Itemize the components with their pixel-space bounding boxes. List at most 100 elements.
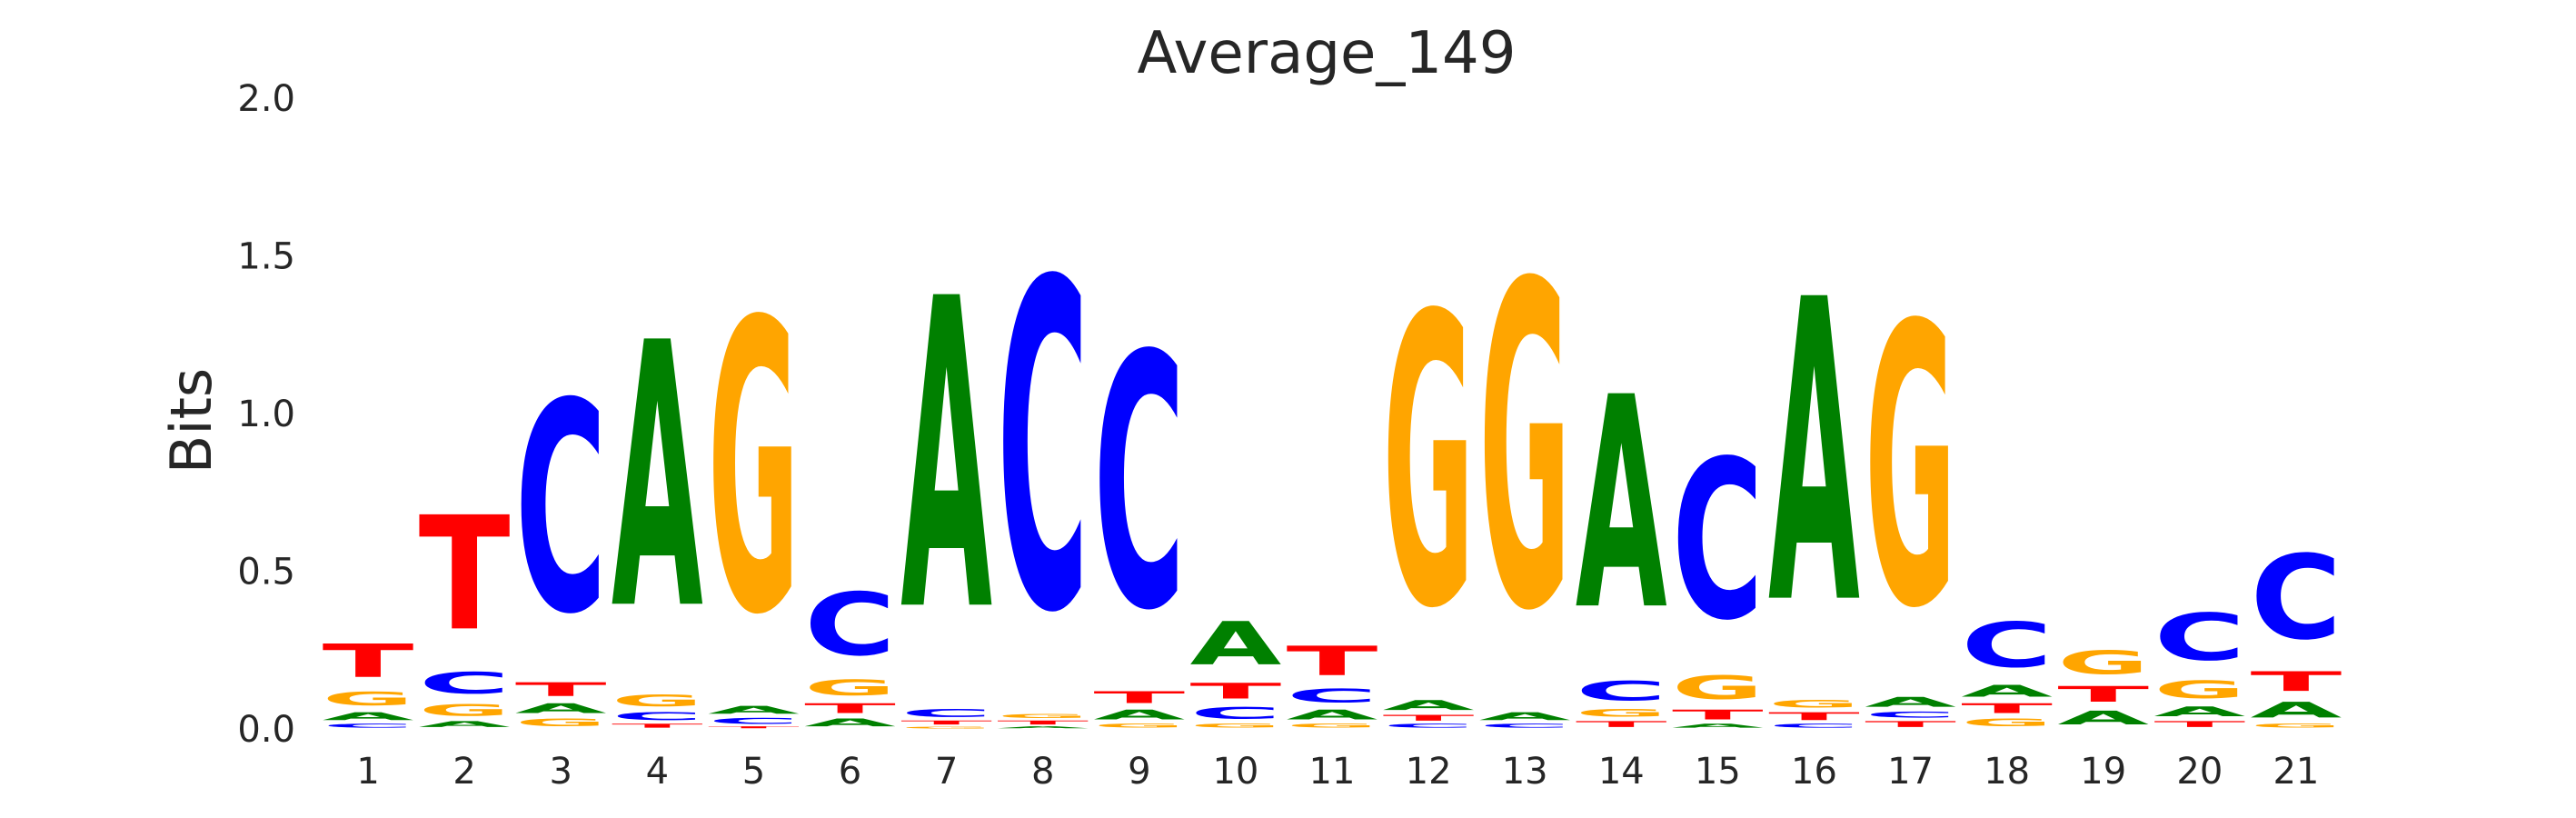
logo-letter-c: C <box>323 723 414 729</box>
logo-letter-t: T <box>1383 713 1475 723</box>
logo-letter-a: A <box>515 701 607 716</box>
logo-letter-g: G <box>2057 644 2149 682</box>
x-tick-label: 20 <box>2176 751 2223 793</box>
logo-letter-g: G <box>900 726 992 729</box>
logo-letter-t: T <box>900 720 992 726</box>
logo-column: CAG <box>1479 192 1571 729</box>
x-axis-ticks: 1 2 3 4 5 6 7 8 9 10 11 12 13 14 15 16 17 18 19 20 21 <box>356 751 2319 793</box>
logo-letter-a: A <box>2153 703 2245 719</box>
logo-letter-g: G <box>1961 716 2053 729</box>
logo-letter-t: T <box>1190 679 1282 704</box>
logo-letter-c: C <box>2153 600 2245 675</box>
y-tick-label: 1.0 <box>237 394 295 435</box>
logo-letter-a: A <box>1479 710 1571 723</box>
logo-letter-a: A <box>1576 335 1667 674</box>
logo-letter-a: A <box>1093 707 1185 723</box>
x-tick-label: 2 <box>453 751 475 793</box>
logo-letter-g: G <box>419 701 511 720</box>
logo-letter-g: G <box>515 716 607 729</box>
logo-letter-c: C <box>708 716 800 725</box>
logo-letter-a: A <box>1768 214 1861 697</box>
logo-letter-g: G <box>804 675 896 701</box>
logo-letter-g: G <box>1865 244 1956 693</box>
logo-letter-g: G <box>1576 707 1667 720</box>
logo-letter-t: T <box>419 483 511 665</box>
logo-letter-c: C <box>804 574 896 675</box>
logo-letter-t: T <box>997 720 1089 726</box>
logo-letter-t: T <box>1093 688 1185 707</box>
logo-letter-c: C <box>997 188 1089 712</box>
logo-letter-g: G <box>708 239 800 703</box>
logo-letter-a: A <box>1190 610 1282 679</box>
logo-letter-a: A <box>2251 698 2342 723</box>
logo-letter-c: C <box>900 707 992 720</box>
logo-letter-a: A <box>2057 707 2149 729</box>
logo-letter-a: A <box>1865 694 1956 710</box>
logo-letter-c: C <box>419 666 511 701</box>
logo-letter-a: A <box>419 720 511 729</box>
x-tick-label: 8 <box>1031 751 1054 793</box>
x-tick-label: 17 <box>1887 751 1934 793</box>
logo-letter-c: C <box>612 710 703 723</box>
logo-letter-t: T <box>515 679 607 701</box>
logo-letter-t: T <box>1672 707 1764 723</box>
logo-letter-g: G <box>1287 723 1378 729</box>
x-tick-label: 19 <box>2080 751 2126 793</box>
x-tick-label: 10 <box>1212 751 1258 793</box>
logo-letter-a: A <box>804 716 896 729</box>
logo-letter-a: A <box>1961 682 2053 701</box>
logo-letter-c: C <box>1093 282 1185 687</box>
logo-letter-c: C <box>1961 609 2053 682</box>
x-tick-label: 7 <box>935 751 958 793</box>
x-tick-label: 13 <box>1502 751 1548 793</box>
logo-letter-t: T <box>1287 638 1378 685</box>
logo-letter-g: G <box>1768 697 1860 710</box>
logo-letter-a: A <box>708 703 800 716</box>
chart-title: Average_149 <box>1138 20 1517 87</box>
x-tick-label: 4 <box>646 751 669 793</box>
x-tick-label: 1 <box>356 751 379 793</box>
x-tick-label: 16 <box>1791 751 1837 793</box>
logo-letter-t: T <box>612 723 703 729</box>
x-tick-label: 12 <box>1406 751 1452 793</box>
y-axis-ticks: 0.0 0.5 1.0 1.5 2.0 <box>237 78 295 751</box>
logo-letter-g: G <box>2251 723 2342 729</box>
logo-letter-g: G <box>1383 233 1475 697</box>
x-tick-label: 6 <box>839 751 861 793</box>
logo-letter-g: G <box>997 713 1089 720</box>
y-axis-label: Bits <box>158 368 224 474</box>
logo-letter-t: T <box>1768 710 1860 723</box>
logo-letter-t: T <box>804 701 896 716</box>
logo-letter-t: T <box>1576 720 1667 729</box>
logo-letter-c: C <box>1672 414 1764 669</box>
logo-letter-a: A <box>323 710 414 723</box>
logo-column: ATG <box>2057 644 2149 729</box>
logo-letter-g: G <box>1190 723 1282 729</box>
logo-columns: CAGTAGCTGATCTCGATCAGATGCGTCAATGCGATCGCTA… <box>323 188 2342 729</box>
logo-letter-t: T <box>2251 666 2342 698</box>
logo-letter-c: C <box>1768 723 1860 729</box>
logo-letter-t: T <box>708 726 800 729</box>
logo-letter-t: T <box>2057 682 2149 707</box>
logo-letter-t: T <box>323 635 414 688</box>
logo-letter-c: C <box>1287 685 1378 707</box>
x-tick-label: 14 <box>1598 751 1645 793</box>
x-tick-label: 21 <box>2273 751 2319 793</box>
logo-letter-g: G <box>612 691 703 710</box>
